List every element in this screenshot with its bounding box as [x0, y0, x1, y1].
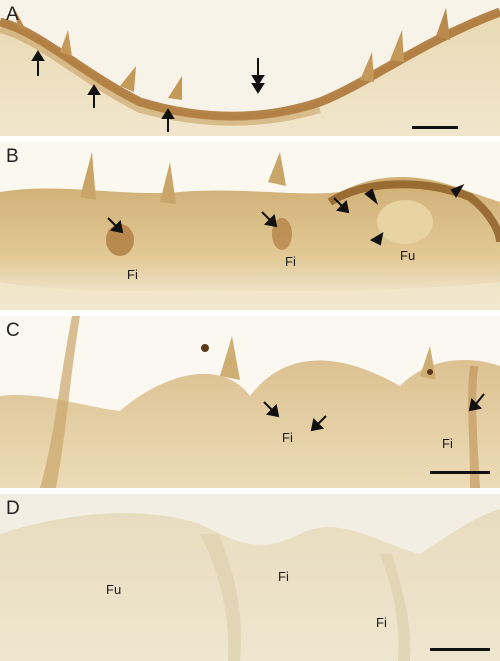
- scale-bar: [412, 126, 458, 129]
- region-label-fi: Fi: [278, 569, 289, 584]
- panel-c: C Fi Fi: [0, 316, 500, 488]
- region-label-fi: Fi: [376, 615, 387, 630]
- arrow-icon: [31, 50, 265, 132]
- panel-a: A: [0, 0, 500, 136]
- region-label-fu: Fu: [400, 248, 416, 263]
- region-label-fu: Fu: [106, 582, 122, 597]
- panel-label-c: C: [6, 320, 20, 341]
- panel-b-image: [0, 152, 500, 310]
- arrow-icon: [107, 183, 465, 246]
- region-label-fi: Fi: [282, 430, 293, 445]
- panel-d: D Fu Fi Fi: [0, 494, 500, 661]
- panel-c-image: [0, 316, 500, 488]
- region-label-fi: Fi: [127, 267, 138, 282]
- panel-b: B Fi Fi Fu: [0, 142, 500, 310]
- region-label-fi: Fi: [442, 436, 453, 451]
- panel-label-b: B: [6, 146, 19, 167]
- panel-label-a: A: [6, 4, 19, 25]
- panel-d-image: [0, 509, 500, 661]
- scale-bar: [430, 648, 490, 651]
- arrow-icon: [263, 393, 485, 432]
- panel-label-d: D: [6, 498, 20, 519]
- panel-a-image: [0, 7, 500, 136]
- scale-bar: [430, 471, 490, 474]
- region-label-fi: Fi: [285, 254, 296, 269]
